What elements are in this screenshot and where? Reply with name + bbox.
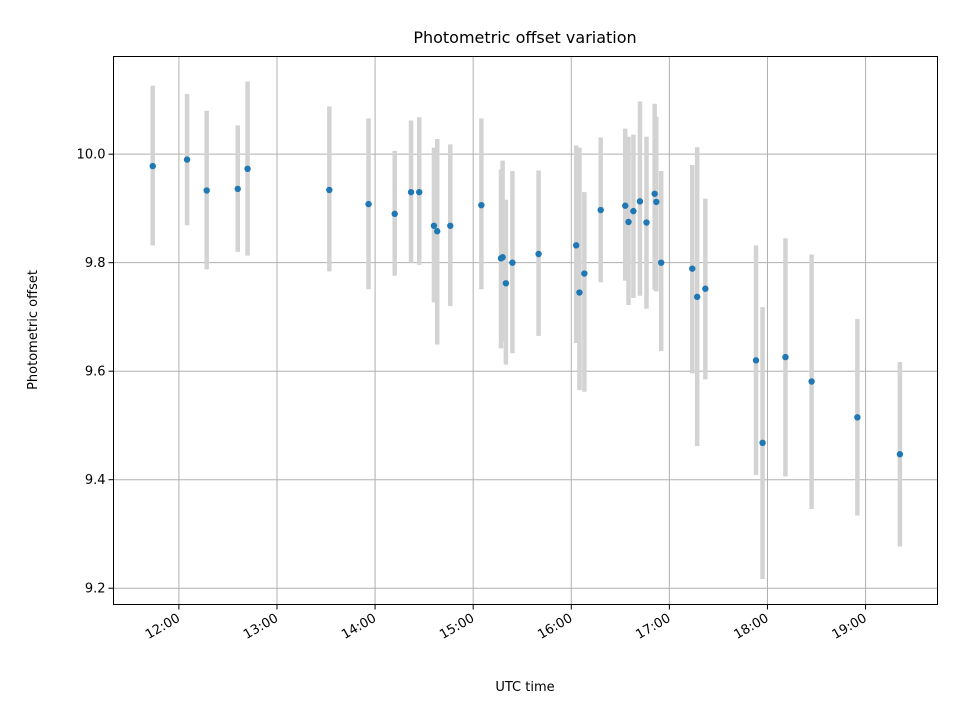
x-tick-label: 15:00 [437, 611, 477, 643]
data-point [653, 198, 660, 206]
data-point [597, 206, 604, 214]
data-point [416, 188, 423, 196]
errorbars [150, 81, 903, 579]
data-point [509, 259, 516, 266]
data-point [434, 228, 441, 235]
chart-title: Photometric offset variation [413, 28, 636, 47]
x-axis-label: UTC time [495, 680, 554, 695]
data-point [651, 190, 658, 197]
data-point [499, 254, 506, 261]
y-tick-label: 9.6 [85, 365, 106, 380]
x-axis-ticks: 12:00 13:00 14:00 15:00 16:00 17:00 18:00 19:00 [143, 604, 870, 643]
x-tick-label: 18:00 [732, 611, 772, 643]
y-tick-label: 10.0 [77, 148, 106, 163]
data-point [630, 207, 637, 215]
data-point [183, 156, 191, 163]
x-tick-label: 16:00 [535, 611, 575, 643]
data-point [478, 201, 485, 209]
data-point [407, 188, 415, 196]
y-tick-label: 9.2 [85, 582, 106, 597]
points [149, 156, 904, 458]
x-tick-label: 13:00 [241, 611, 281, 643]
x-tick-label: 14:00 [339, 611, 379, 643]
data-point [430, 222, 438, 229]
data-point [149, 162, 156, 170]
data-point [502, 280, 510, 287]
data-point [702, 285, 709, 292]
data-point [854, 414, 861, 421]
data-point [365, 200, 372, 208]
grid [113, 56, 938, 605]
data-point [535, 250, 542, 258]
data-point [622, 202, 629, 209]
data-point [576, 289, 583, 296]
data-point [657, 259, 665, 266]
data-point [643, 219, 650, 226]
x-tick-label: 12:00 [143, 611, 183, 643]
data-point [625, 218, 632, 226]
y-axis-ticks: 9.2 9.4 9.6 9.8 10.0 [77, 148, 114, 597]
x-tick-label: 17:00 [633, 611, 673, 643]
data-point [447, 222, 454, 229]
data-point [896, 451, 904, 458]
data-point [782, 353, 789, 361]
data-point [581, 270, 588, 277]
data-point [689, 265, 696, 272]
data-point [391, 210, 398, 218]
y-tick-label: 9.4 [85, 473, 106, 488]
data-point [636, 198, 644, 205]
y-tick-label: 9.8 [85, 256, 106, 271]
plot-frame [113, 56, 938, 605]
data-point [203, 187, 210, 194]
x-tick-label: 19:00 [830, 611, 870, 643]
data-point [693, 293, 701, 301]
data-point [326, 186, 333, 194]
data-point [759, 439, 766, 447]
data-point [808, 378, 815, 385]
data-point [752, 357, 760, 364]
data-point [234, 185, 241, 193]
y-axis-label: Photometric offset [26, 270, 41, 390]
data-point [572, 242, 580, 249]
data-point [244, 165, 251, 173]
